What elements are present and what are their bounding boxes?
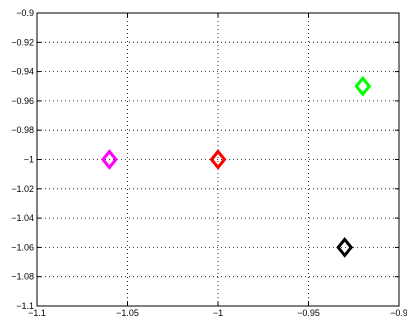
- y-tick-label: −0.94: [11, 67, 34, 77]
- y-tick-label: −1: [24, 155, 34, 165]
- x-tick-label: −0.9: [390, 308, 407, 318]
- diamond-marker: [209, 149, 227, 170]
- axis-ticks: [36, 12, 400, 307]
- grid-lines: [37, 13, 399, 306]
- x-tick-label: −1: [213, 308, 223, 318]
- x-tick-label: −1.1: [28, 308, 46, 318]
- y-tick-label: −0.92: [11, 37, 34, 47]
- diamond-marker: [354, 75, 372, 97]
- diamond-marker: [336, 237, 354, 258]
- data-points: [100, 75, 372, 258]
- x-axis-tick-labels: −1.1 −1.05 −1 −0.95 −0.9: [28, 308, 407, 318]
- x-tick-label: −1.05: [116, 308, 139, 318]
- y-tick-label: −1.02: [11, 184, 34, 194]
- diamond-marker: [100, 149, 118, 170]
- y-tick-label: −0.98: [11, 125, 34, 135]
- y-tick-label: −1.04: [11, 213, 34, 223]
- y-tick-label: −1.08: [11, 272, 34, 282]
- y-tick-label: −1.1: [16, 301, 34, 311]
- y-tick-label: −1.06: [11, 242, 34, 252]
- x-tick-label: −0.95: [297, 308, 320, 318]
- y-axis-tick-labels: −0.9 −0.92 −0.94 −0.96 −0.98 −1 −1.02 −1.04 −1.0…: [11, 8, 34, 311]
- y-tick-label: −0.96: [11, 96, 34, 106]
- y-tick-label: −0.9: [16, 8, 34, 18]
